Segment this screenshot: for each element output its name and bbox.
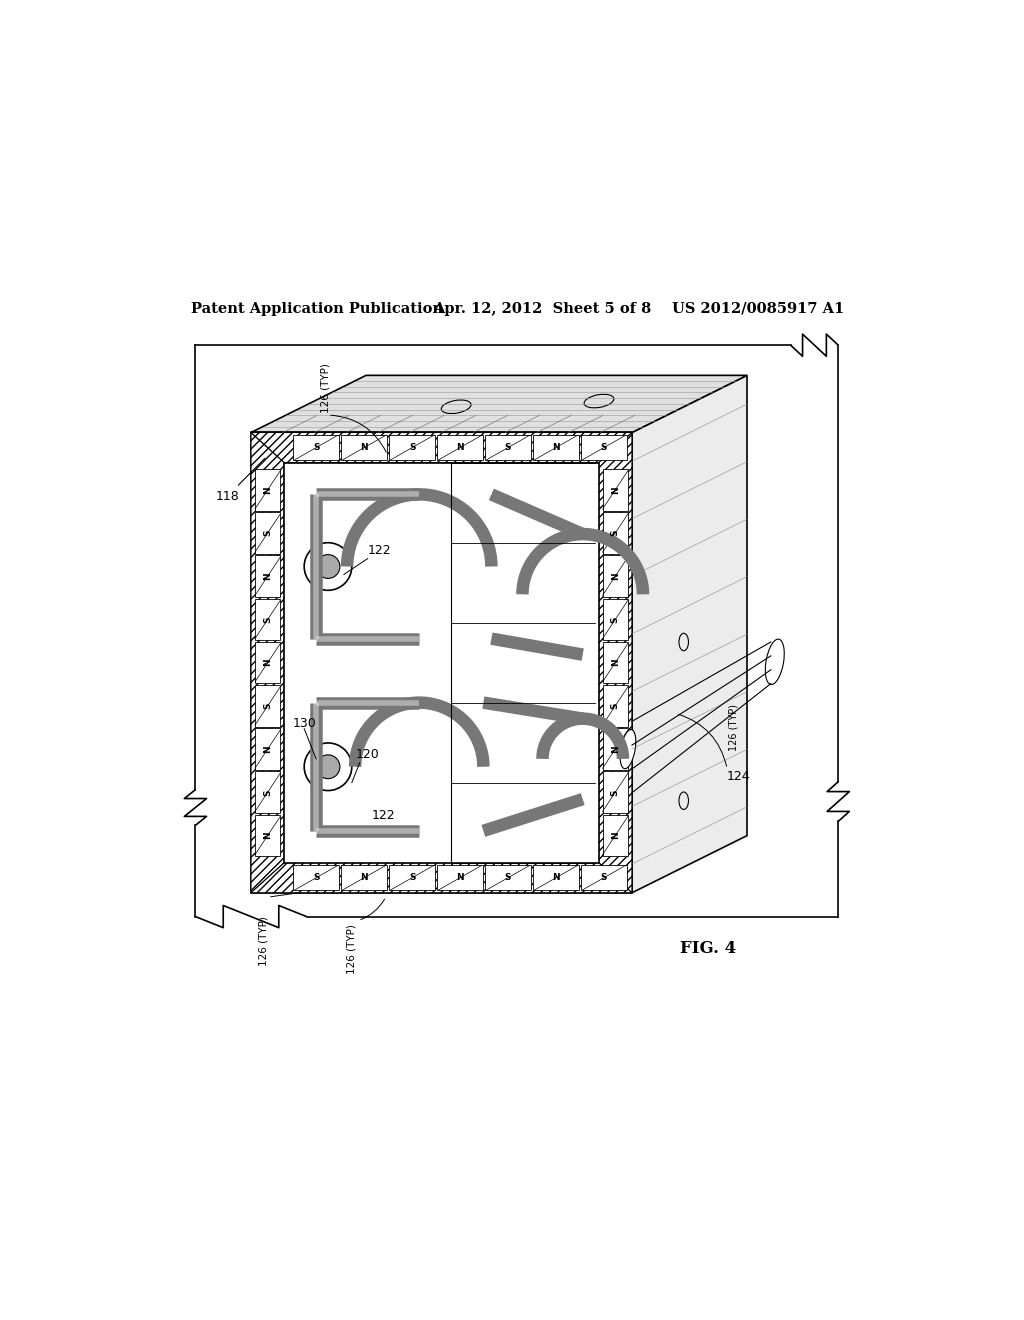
- Text: S: S: [610, 702, 620, 709]
- Text: S: S: [601, 444, 607, 451]
- Text: N: N: [360, 874, 368, 882]
- Text: N: N: [263, 832, 272, 840]
- Circle shape: [316, 554, 340, 578]
- Text: N: N: [263, 659, 272, 667]
- Text: S: S: [409, 444, 416, 451]
- Bar: [437, 436, 483, 459]
- Text: N: N: [610, 746, 620, 752]
- Text: N: N: [552, 874, 560, 882]
- Bar: [255, 771, 281, 813]
- Bar: [293, 866, 339, 890]
- Bar: [485, 436, 531, 459]
- Bar: [437, 866, 483, 890]
- Text: N: N: [360, 444, 368, 451]
- Text: S: S: [610, 529, 620, 536]
- Text: N: N: [263, 573, 272, 579]
- Bar: [341, 866, 387, 890]
- Text: US 2012/0085917 A1: US 2012/0085917 A1: [672, 302, 844, 315]
- Text: N: N: [610, 486, 620, 494]
- Text: S: S: [505, 444, 511, 451]
- Bar: [602, 729, 628, 770]
- Bar: [485, 866, 531, 890]
- Polygon shape: [251, 375, 748, 433]
- Bar: [255, 642, 281, 684]
- Text: 118: 118: [215, 458, 265, 503]
- Bar: [602, 512, 628, 554]
- Text: N: N: [457, 874, 464, 882]
- Text: S: S: [601, 874, 607, 882]
- Text: N: N: [610, 659, 620, 667]
- Text: Patent Application Publication: Patent Application Publication: [191, 302, 443, 315]
- Polygon shape: [251, 433, 632, 892]
- Text: S: S: [505, 874, 511, 882]
- Polygon shape: [251, 433, 632, 462]
- Circle shape: [304, 743, 352, 791]
- Bar: [532, 866, 580, 890]
- Text: Apr. 12, 2012  Sheet 5 of 8: Apr. 12, 2012 Sheet 5 of 8: [433, 302, 652, 315]
- Text: 126 (TYP): 126 (TYP): [728, 704, 738, 751]
- Bar: [255, 729, 281, 770]
- Polygon shape: [285, 462, 599, 862]
- Text: S: S: [610, 616, 620, 623]
- Text: S: S: [313, 874, 319, 882]
- Ellipse shape: [765, 639, 784, 685]
- Bar: [255, 598, 281, 640]
- Bar: [602, 771, 628, 813]
- Text: N: N: [457, 444, 464, 451]
- Bar: [602, 814, 628, 857]
- Bar: [532, 436, 580, 459]
- Text: 124: 124: [727, 771, 751, 783]
- Bar: [255, 685, 281, 726]
- Bar: [341, 436, 387, 459]
- Text: S: S: [263, 702, 272, 709]
- Bar: [255, 469, 281, 511]
- Polygon shape: [632, 375, 748, 892]
- Text: S: S: [263, 789, 272, 796]
- Text: N: N: [552, 444, 560, 451]
- Text: 120: 120: [355, 748, 380, 762]
- Text: S: S: [610, 789, 620, 796]
- Text: 122: 122: [368, 544, 391, 557]
- Text: S: S: [409, 874, 416, 882]
- Bar: [255, 814, 281, 857]
- Text: 130: 130: [292, 717, 316, 730]
- Bar: [602, 685, 628, 726]
- Bar: [581, 866, 627, 890]
- Text: 126 (TYP): 126 (TYP): [259, 916, 269, 966]
- Bar: [293, 436, 339, 459]
- Polygon shape: [599, 433, 632, 892]
- Text: S: S: [313, 444, 319, 451]
- Bar: [581, 436, 627, 459]
- Text: S: S: [263, 529, 272, 536]
- Text: 122: 122: [372, 809, 395, 821]
- Text: N: N: [610, 573, 620, 579]
- Text: N: N: [610, 832, 620, 840]
- Polygon shape: [251, 862, 632, 892]
- Bar: [602, 556, 628, 597]
- Bar: [602, 642, 628, 684]
- Circle shape: [304, 543, 352, 590]
- Ellipse shape: [621, 730, 636, 768]
- Text: FIG. 4: FIG. 4: [680, 940, 736, 957]
- Bar: [389, 866, 435, 890]
- Text: 126 (TYP): 126 (TYP): [321, 363, 330, 413]
- Bar: [255, 512, 281, 554]
- Text: N: N: [263, 746, 272, 752]
- Bar: [602, 598, 628, 640]
- Bar: [255, 556, 281, 597]
- Bar: [602, 469, 628, 511]
- Bar: [389, 436, 435, 459]
- Text: N: N: [263, 486, 272, 494]
- Text: 126 (TYP): 126 (TYP): [346, 924, 356, 974]
- Polygon shape: [251, 433, 285, 892]
- Text: S: S: [263, 616, 272, 623]
- Circle shape: [316, 755, 340, 779]
